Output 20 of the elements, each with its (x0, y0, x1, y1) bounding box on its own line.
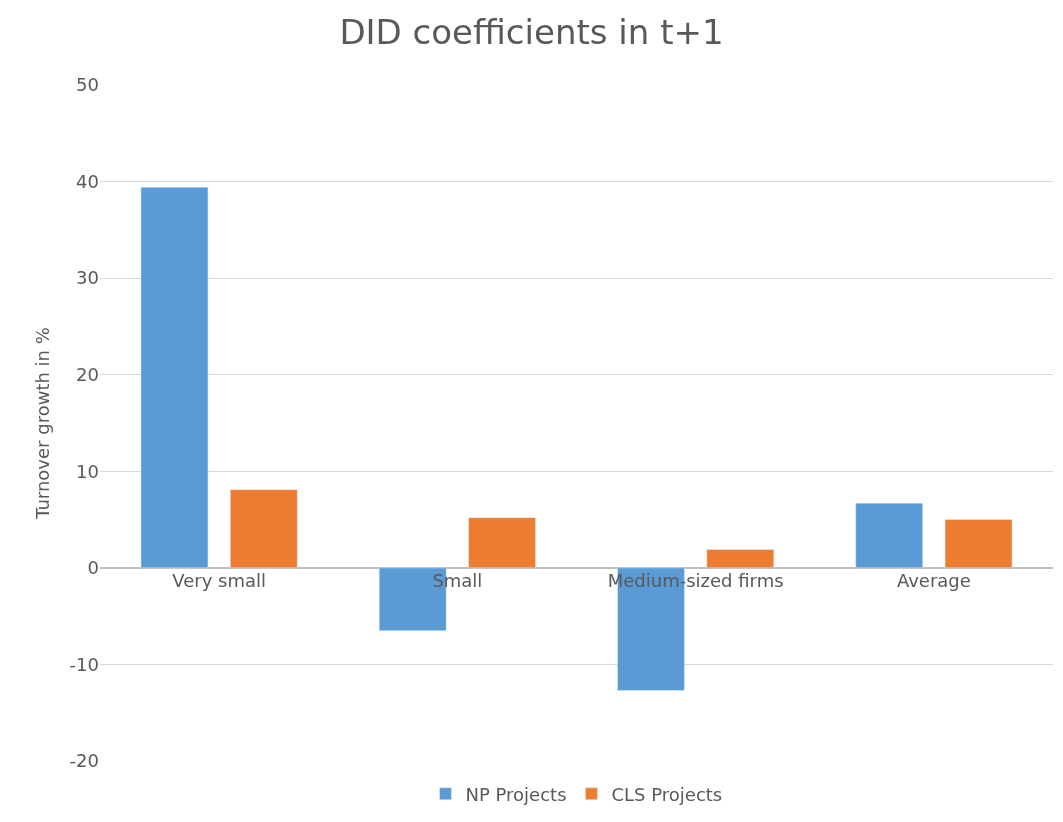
x-tick-label: Average (896, 569, 971, 591)
bar (944, 519, 1013, 569)
bar (230, 489, 298, 569)
y-tick-label: 10 (76, 460, 99, 482)
legend-label: CLS Projects (611, 783, 723, 805)
bar (140, 187, 209, 569)
y-tick-label: 40 (76, 170, 99, 192)
x-tick-label: Very small (172, 569, 266, 591)
bar (468, 517, 536, 569)
y-tick-label: 20 (76, 364, 99, 386)
y-tick-label: 50 (76, 74, 99, 96)
bar (706, 549, 775, 569)
chart-title: DID coefficients in t+1 (339, 12, 724, 53)
legend-label: NP Projects (465, 783, 567, 805)
y-tick-label: -10 (69, 653, 99, 675)
y-tick-label: 30 (76, 267, 99, 289)
y-axis-title: Turnover growth in % (31, 327, 53, 520)
bar (855, 502, 923, 569)
y-tick-label: 0 (87, 557, 99, 579)
y-tick-label: -20 (69, 750, 99, 772)
